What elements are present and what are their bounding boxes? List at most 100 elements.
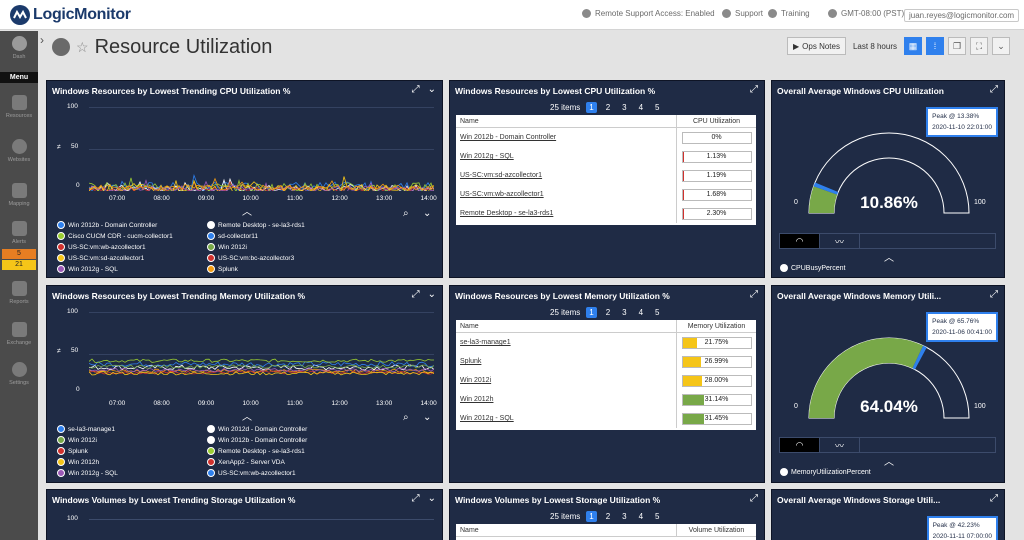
page-5[interactable]: 5 — [655, 512, 660, 521]
ops-notes-button[interactable]: ▶ Ops Notes — [787, 37, 846, 55]
chevron-up-icon[interactable]: ︿ — [242, 207, 252, 218]
column-header-value[interactable]: Memory Utilization — [676, 320, 756, 332]
favorite-star-icon[interactable]: ☆ — [76, 38, 89, 55]
column-header-name[interactable]: Name — [460, 322, 479, 330]
sidebar-item-settings[interactable]: Settings — [0, 362, 38, 386]
menu-label[interactable]: Menu — [0, 72, 38, 83]
column-header-name[interactable]: Name — [460, 526, 479, 534]
page-4[interactable]: 4 — [638, 308, 644, 317]
trend-tab[interactable]: 〰 — [820, 234, 860, 248]
legend-item[interactable]: XenApp2 - Server VDA — [207, 458, 285, 466]
expand-icon[interactable]: ⤢ — [411, 289, 420, 300]
search-icon[interactable]: ⌕ — [403, 208, 409, 219]
expand-icon[interactable]: ⤢ — [411, 84, 420, 95]
page-5[interactable]: 5 — [655, 103, 660, 112]
resource-link[interactable]: Win 2012g - SQL — [460, 415, 514, 422]
page-1[interactable]: 1 — [586, 102, 597, 113]
time-range-selector[interactable]: Last 8 hours — [852, 41, 897, 51]
resource-link[interactable]: Win 2012b - Domain Controller — [460, 134, 557, 141]
page-3[interactable]: 3 — [622, 103, 627, 112]
alert-count-warning[interactable]: 21 — [2, 260, 36, 270]
resource-link[interactable]: US-SC:vm:sd-azcollector1 — [460, 172, 543, 179]
page-1[interactable]: 1 — [586, 307, 597, 318]
resource-link[interactable]: US-SC:vm:wb-azcollector1 — [460, 191, 544, 198]
page-4[interactable]: 4 — [638, 512, 644, 521]
legend-item[interactable]: US-SC:vm:wb-azcollector1 — [57, 243, 146, 251]
legend-item[interactable]: US-SC:vm:bc-azcollector3 — [207, 254, 294, 262]
support-link[interactable]: Support — [722, 9, 763, 18]
layout-button[interactable]: ⁞ — [926, 37, 944, 55]
chevron-down-icon[interactable]: ⌄ — [423, 208, 432, 219]
cpu-trend-plot[interactable] — [89, 107, 434, 191]
legend-item[interactable]: Win 2012d - Domain Controller — [207, 425, 307, 433]
expand-icon[interactable]: ⤢ — [411, 493, 420, 504]
timezone-display[interactable]: GMT-08:00 (PST) — [828, 9, 904, 18]
resource-link[interactable]: Remote Desktop - se-la3-rds1 — [460, 210, 554, 217]
expand-icon[interactable]: ⤢ — [750, 84, 758, 95]
sidebar-item-alerts[interactable]: Alerts — [0, 221, 38, 245]
search-icon[interactable]: ⌕ — [403, 412, 409, 423]
page-2[interactable]: 2 — [605, 512, 611, 521]
legend-item[interactable]: sd-collector11 — [207, 232, 258, 240]
more-options-button[interactable]: ⌄ — [992, 37, 1010, 55]
column-header-value[interactable]: CPU Utilization — [676, 115, 756, 127]
legend-item[interactable]: Win 2012b - Domain Controller — [207, 436, 307, 444]
legend-item[interactable]: Win 2012h — [57, 458, 99, 466]
grid-view-button[interactable]: ▦ — [904, 37, 922, 55]
chevron-up-icon[interactable]: ︿ — [884, 457, 894, 468]
column-header-value[interactable]: Volume Utilization — [676, 524, 756, 536]
sidebar-item-mapping[interactable]: Mapping — [0, 183, 38, 207]
sidebar-item-resources[interactable]: Resources — [0, 95, 38, 119]
sidebar-item-exchange[interactable]: Exchange — [0, 322, 38, 346]
chevron-right-icon[interactable]: › — [40, 33, 44, 47]
gauge-tab[interactable]: ◠ — [780, 438, 820, 452]
page-4[interactable]: 4 — [638, 103, 644, 112]
remote-support-status[interactable]: Remote Support Access: Enabled — [582, 9, 715, 18]
resource-link[interactable]: Win 2012h — [460, 396, 494, 403]
legend-item[interactable]: Splunk — [207, 265, 238, 273]
legend-item[interactable]: se-la3-manage1 — [57, 425, 115, 433]
trend-tab[interactable]: 〰 — [820, 438, 860, 452]
page-2[interactable]: 2 — [605, 103, 611, 112]
clone-button[interactable]: ❐ — [948, 37, 966, 55]
expand-icon[interactable]: ⤢ — [750, 289, 758, 300]
legend-item[interactable]: US-SC:vm:sd-azcollector1 — [57, 254, 144, 262]
sidebar-item-dash[interactable]: Dash — [0, 36, 38, 60]
expand-icon[interactable]: ⤢ — [990, 84, 998, 95]
page-5[interactable]: 5 — [655, 308, 660, 317]
legend-item[interactable]: Splunk — [57, 447, 88, 455]
expand-icon[interactable]: ⤢ — [990, 493, 998, 504]
page-3[interactable]: 3 — [622, 512, 627, 521]
resource-link[interactable]: se-la3-manage1 — [460, 339, 511, 346]
legend-item[interactable]: Win 2012i — [57, 436, 97, 444]
chevron-down-icon[interactable]: ⌄ — [427, 493, 436, 504]
alert-count-error[interactable]: 5 — [2, 249, 36, 259]
sidebar-item-websites[interactable]: Websites — [0, 139, 38, 163]
legend-item[interactable]: Cisco CUCM CDR - cucm-collector1 — [57, 232, 173, 240]
expand-icon[interactable]: ⤢ — [990, 289, 998, 300]
chevron-up-icon[interactable]: ︿ — [242, 412, 252, 423]
gauge-tab[interactable]: ◠ — [780, 234, 820, 248]
sidebar-item-reports[interactable]: Reports — [0, 281, 38, 305]
fullscreen-button[interactable]: ⛶ — [970, 37, 988, 55]
legend-item[interactable]: Remote Desktop - se-la3-rds1 — [207, 221, 305, 229]
resource-link[interactable]: Splunk — [460, 358, 482, 365]
legend-item[interactable]: Remote Desktop - se-la3-rds1 — [207, 447, 305, 455]
legend-item[interactable]: US-SC:vm:wb-azcollector1 — [207, 469, 296, 477]
expand-icon[interactable]: ⤢ — [750, 493, 758, 504]
chevron-down-icon[interactable]: ⌄ — [427, 289, 436, 300]
page-1[interactable]: 1 — [586, 511, 597, 522]
chevron-up-icon[interactable]: ︿ — [884, 253, 894, 264]
memory-trend-plot[interactable] — [89, 312, 434, 396]
resource-link[interactable]: Win 2012g - SQL — [460, 153, 514, 160]
chevron-down-icon[interactable]: ⌄ — [423, 412, 432, 423]
legend-item[interactable]: Win 2012b - Domain Controller — [57, 221, 157, 229]
training-link[interactable]: Training — [768, 9, 810, 18]
page-2[interactable]: 2 — [605, 308, 611, 317]
column-header-name[interactable]: Name — [460, 117, 479, 125]
legend-item[interactable]: Win 2012i — [207, 243, 247, 251]
page-3[interactable]: 3 — [622, 308, 627, 317]
resource-link[interactable]: Win 2012i — [460, 377, 492, 384]
legend-item[interactable]: Win 2012g - SQL — [57, 469, 118, 477]
logo[interactable]: LogicMonitor — [10, 5, 131, 25]
